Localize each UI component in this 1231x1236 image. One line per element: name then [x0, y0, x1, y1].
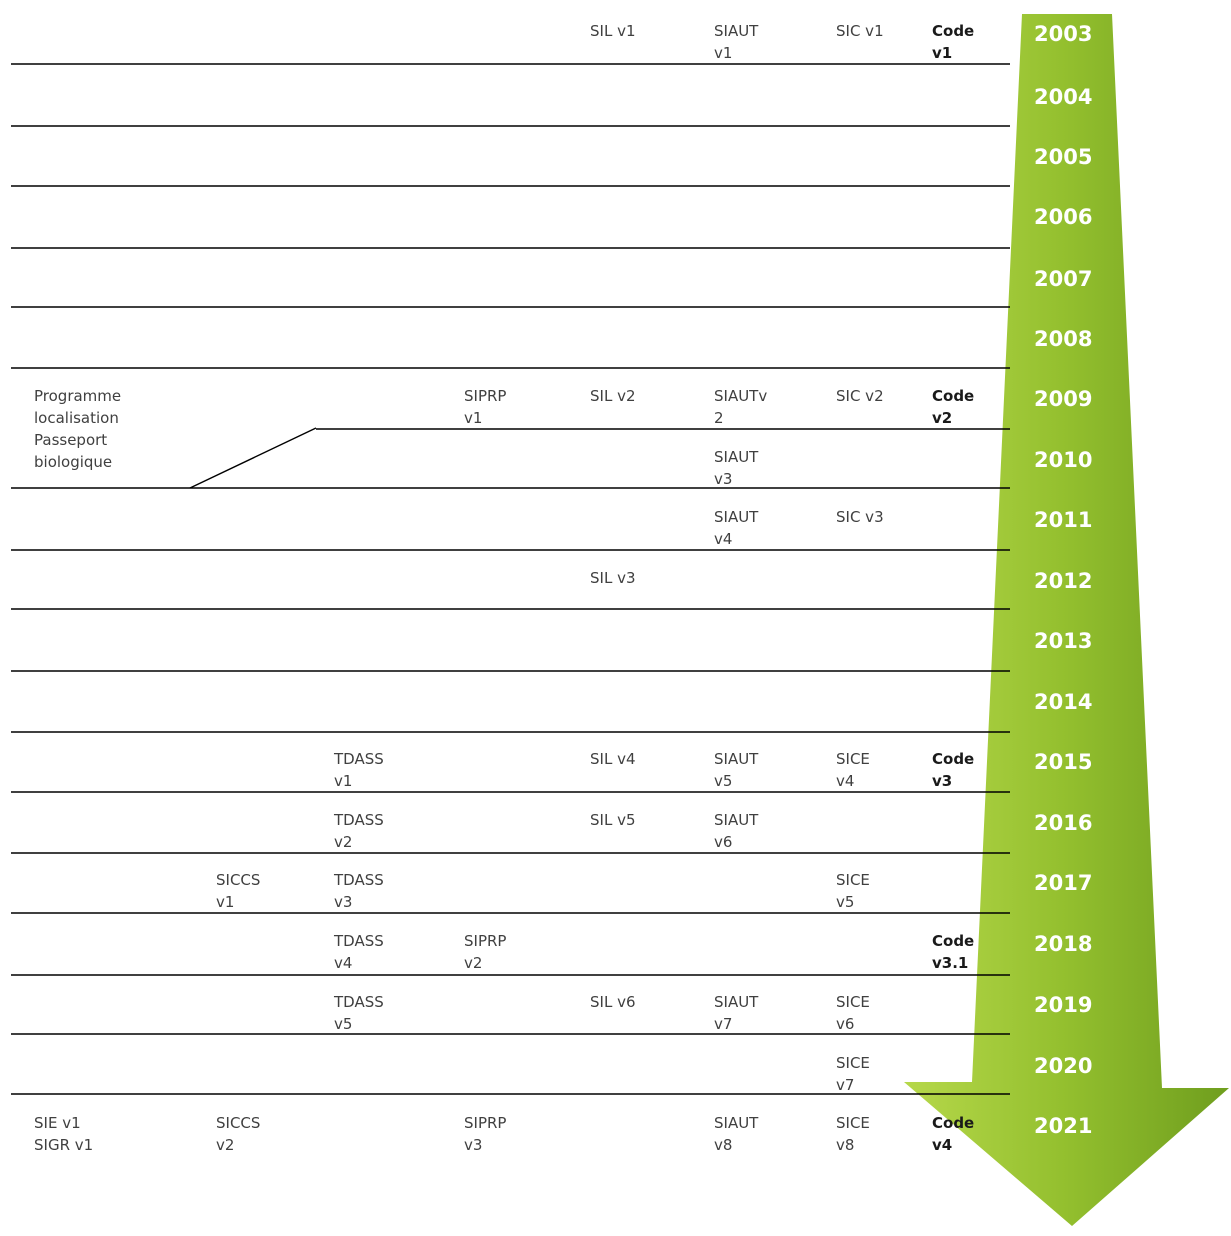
- timeline-cell: TDASS v3: [334, 871, 384, 911]
- year-label: 2007: [1034, 267, 1093, 291]
- timeline-cell: SIPRP v1: [464, 387, 507, 427]
- timeline-cell: SICCS v1: [216, 871, 261, 911]
- timeline-cell: SIAUT v6: [714, 811, 759, 851]
- year-label: 2009: [1034, 387, 1093, 411]
- year-label: 2016: [1034, 811, 1093, 835]
- year-label: 2014: [1034, 690, 1093, 714]
- timeline-cell: Code v3: [932, 750, 975, 790]
- year-label: 2020: [1034, 1054, 1093, 1078]
- timeline-cell: SIC v1: [836, 22, 884, 40]
- timeline-cell: SIAUT v3: [714, 448, 759, 488]
- year-label: 2003: [1034, 22, 1093, 46]
- year-label: 2019: [1034, 993, 1093, 1017]
- timeline-cell: SIAUT v1: [714, 22, 759, 62]
- timeline-cell: Code v3.1: [932, 932, 975, 972]
- timeline-cell: SICE v6: [836, 993, 870, 1033]
- timeline-cell: SIAUT v4: [714, 508, 759, 548]
- timeline-cell: SIE v1 SIGR v1: [34, 1114, 94, 1154]
- timeline-cell: TDASS v5: [334, 993, 384, 1033]
- timeline-cell: SIC v3: [836, 508, 884, 526]
- row-dividers: [11, 63, 1010, 1095]
- year-label: 2012: [1034, 569, 1093, 593]
- timeline-cell: SICCS v2: [216, 1114, 261, 1154]
- year-label: 2021: [1034, 1114, 1093, 1138]
- timeline-cell: SIAUTv 2: [714, 387, 768, 427]
- year-label: 2017: [1034, 871, 1093, 895]
- timeline-cell: SIC v2: [836, 387, 884, 405]
- timeline-cell: Code v2: [932, 387, 975, 427]
- timeline-cell: SIL v4: [590, 750, 636, 768]
- diagonal-connector: [189, 427, 317, 489]
- timeline-cell: TDASS v4: [334, 932, 384, 972]
- year-label: 2018: [1034, 932, 1093, 956]
- year-label: 2005: [1034, 145, 1093, 169]
- year-label: 2010: [1034, 448, 1093, 472]
- timeline-cell: SIPRP v3: [464, 1114, 507, 1154]
- timeline-cell: SIAUT v8: [714, 1114, 759, 1154]
- timeline-cell: SIL v1: [590, 22, 636, 40]
- timeline-cell: SIAUT v7: [714, 993, 759, 1033]
- timeline-cell: TDASS v2: [334, 811, 384, 851]
- timeline-cell: SIL v3: [590, 569, 636, 587]
- timeline-cell: SICE v4: [836, 750, 870, 790]
- timeline-cell: TDASS v1: [334, 750, 384, 790]
- timeline-cell: SICE v5: [836, 871, 870, 911]
- timeline-arrow: [904, 14, 1229, 1226]
- year-label: 2015: [1034, 750, 1093, 774]
- year-label: 2004: [1034, 85, 1093, 109]
- year-label: 2011: [1034, 508, 1093, 532]
- timeline-cell: SIL v6: [590, 993, 636, 1011]
- timeline-cell: Code v1: [932, 22, 975, 62]
- timeline-cell: SIL v2: [590, 387, 636, 405]
- timeline-cell: SIPRP v2: [464, 932, 507, 972]
- year-label: 2008: [1034, 327, 1093, 351]
- year-label: 2006: [1034, 205, 1093, 229]
- timeline-cell: SICE v7: [836, 1054, 870, 1094]
- timeline-cell: SIL v5: [590, 811, 636, 829]
- timeline-cell: Programme localisation Passeport biologi…: [34, 387, 122, 471]
- timeline-cell: SIAUT v5: [714, 750, 759, 790]
- year-label: 2013: [1034, 629, 1093, 653]
- timeline-cell: Code v4: [932, 1114, 975, 1154]
- timeline-cell: SICE v8: [836, 1114, 870, 1154]
